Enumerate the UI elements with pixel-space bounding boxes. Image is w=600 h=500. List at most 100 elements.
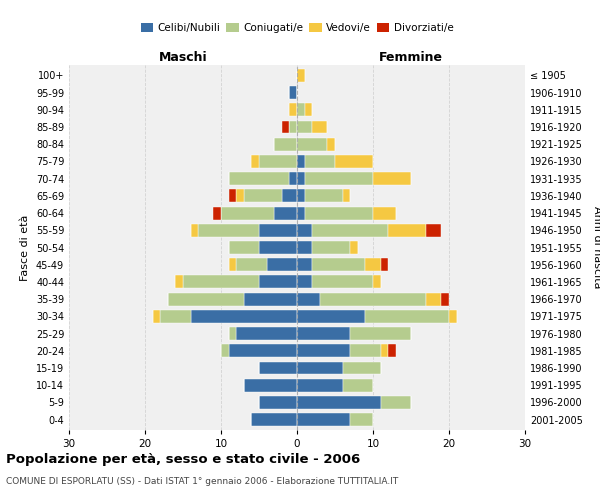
Bar <box>305 155 335 168</box>
Bar <box>380 344 388 358</box>
Text: Popolazione per età, sesso e stato civile - 2006: Popolazione per età, sesso e stato civil… <box>6 452 360 466</box>
Bar <box>259 362 297 374</box>
Bar <box>266 258 297 271</box>
Bar <box>259 241 297 254</box>
Bar <box>373 276 380 288</box>
Bar <box>297 155 305 168</box>
Bar <box>297 172 305 185</box>
Bar <box>320 292 426 306</box>
Bar <box>305 172 373 185</box>
Bar <box>289 172 297 185</box>
Bar <box>229 344 297 358</box>
Bar <box>365 258 380 271</box>
Bar <box>305 104 312 116</box>
Bar <box>297 206 305 220</box>
Bar <box>229 241 259 254</box>
Bar <box>426 224 442 236</box>
Bar <box>152 310 160 323</box>
Bar <box>191 224 198 236</box>
Bar <box>442 292 449 306</box>
Bar <box>365 310 449 323</box>
Bar <box>214 206 221 220</box>
Bar <box>312 224 388 236</box>
Bar <box>229 172 289 185</box>
Legend: Celibi/Nubili, Coniugati/e, Vedovi/e, Divorziati/e: Celibi/Nubili, Coniugati/e, Vedovi/e, Di… <box>136 19 458 38</box>
Bar <box>297 241 312 254</box>
Bar <box>160 310 191 323</box>
Bar <box>373 172 411 185</box>
Bar <box>168 292 244 306</box>
Bar <box>449 310 457 323</box>
Bar <box>350 413 373 426</box>
Bar <box>350 241 358 254</box>
Bar <box>297 396 380 409</box>
Bar <box>229 190 236 202</box>
Text: Femmine: Femmine <box>379 51 443 64</box>
Bar <box>191 310 297 323</box>
Bar <box>312 258 365 271</box>
Bar <box>380 258 388 271</box>
Bar <box>259 224 297 236</box>
Text: Maschi: Maschi <box>158 51 208 64</box>
Bar <box>251 413 297 426</box>
Bar <box>282 190 297 202</box>
Bar <box>297 327 350 340</box>
Bar <box>305 206 373 220</box>
Bar <box>312 120 328 134</box>
Bar <box>289 86 297 99</box>
Bar <box>297 362 343 374</box>
Bar <box>175 276 183 288</box>
Bar <box>388 224 426 236</box>
Bar <box>236 327 297 340</box>
Bar <box>297 104 305 116</box>
Bar <box>312 241 350 254</box>
Bar <box>274 206 297 220</box>
Bar <box>343 379 373 392</box>
Bar <box>343 362 380 374</box>
Bar <box>426 292 442 306</box>
Bar <box>289 120 297 134</box>
Bar <box>274 138 297 150</box>
Bar <box>259 396 297 409</box>
Bar <box>282 120 289 134</box>
Bar <box>297 138 328 150</box>
Y-axis label: Anni di nascita: Anni di nascita <box>592 206 600 289</box>
Bar <box>297 224 312 236</box>
Bar <box>297 120 312 134</box>
Bar <box>388 344 396 358</box>
Bar <box>259 276 297 288</box>
Bar <box>350 327 411 340</box>
Bar <box>343 190 350 202</box>
Bar <box>221 344 229 358</box>
Bar <box>289 104 297 116</box>
Bar <box>297 344 350 358</box>
Bar <box>297 276 312 288</box>
Bar <box>244 190 282 202</box>
Y-axis label: Fasce di età: Fasce di età <box>20 214 30 280</box>
Bar <box>350 344 380 358</box>
Bar <box>236 190 244 202</box>
Bar <box>297 292 320 306</box>
Bar <box>244 292 297 306</box>
Bar <box>251 155 259 168</box>
Bar <box>297 413 350 426</box>
Bar <box>373 206 396 220</box>
Bar <box>259 155 297 168</box>
Bar <box>328 138 335 150</box>
Text: COMUNE DI ESPORLATU (SS) - Dati ISTAT 1° gennaio 2006 - Elaborazione TUTTITALIA.: COMUNE DI ESPORLATU (SS) - Dati ISTAT 1°… <box>6 478 398 486</box>
Bar <box>198 224 259 236</box>
Bar <box>335 155 373 168</box>
Bar <box>297 310 365 323</box>
Bar <box>297 190 305 202</box>
Bar <box>305 190 343 202</box>
Bar <box>244 379 297 392</box>
Bar <box>183 276 259 288</box>
Bar <box>380 396 411 409</box>
Bar <box>229 327 236 340</box>
Bar <box>229 258 236 271</box>
Bar <box>297 379 343 392</box>
Bar <box>221 206 274 220</box>
Bar <box>297 69 305 82</box>
Bar <box>297 258 312 271</box>
Bar <box>236 258 266 271</box>
